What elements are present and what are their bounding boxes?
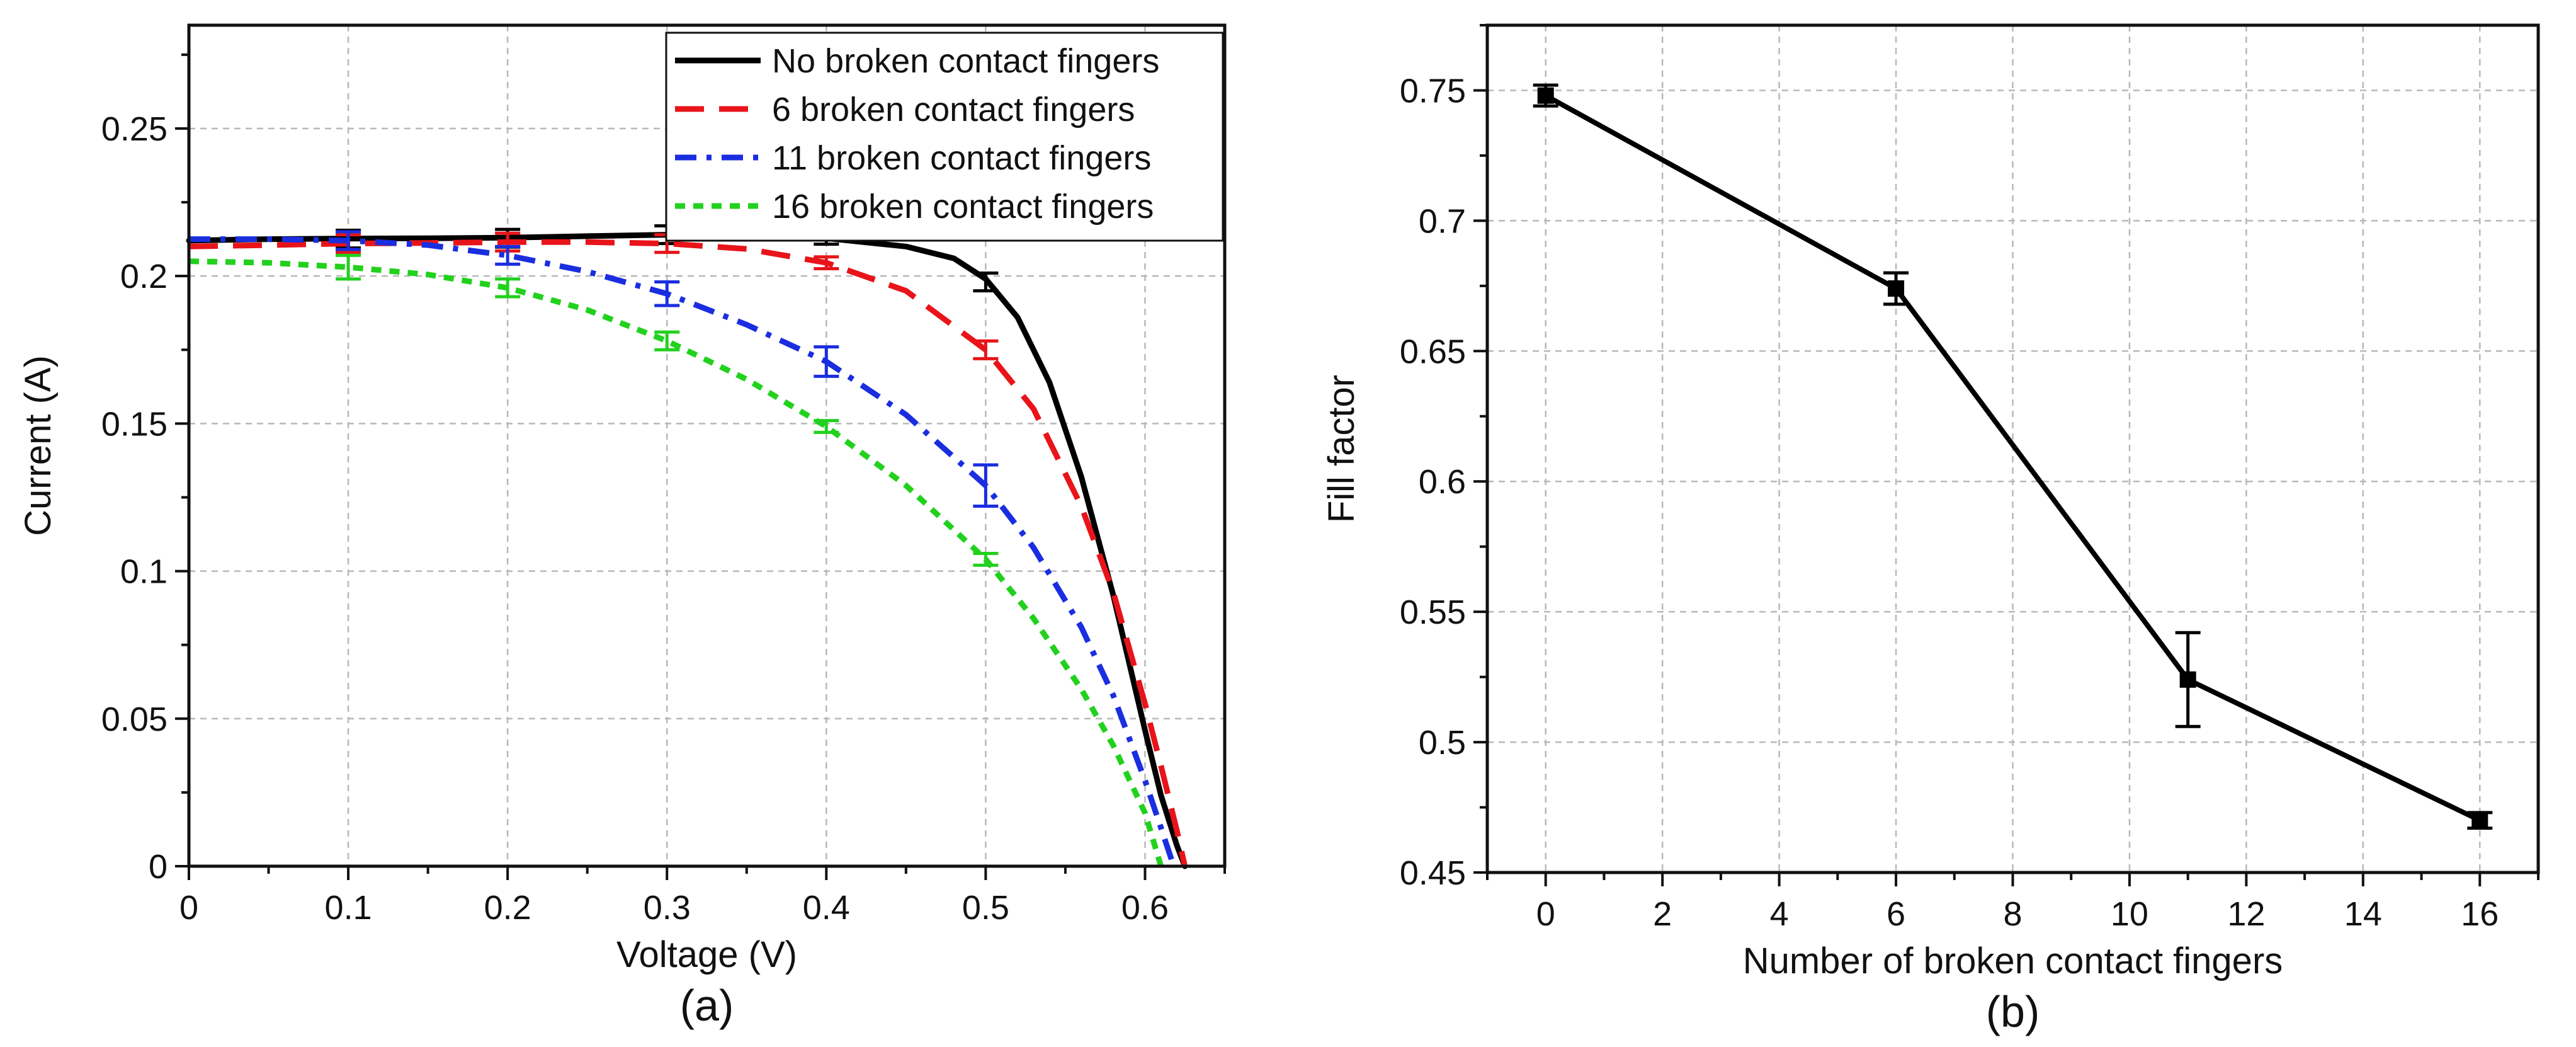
plot-frame xyxy=(1485,23,2540,874)
y-tick-label: 0.7 xyxy=(1419,202,1466,240)
x-tick-label: 12 xyxy=(2227,895,2265,933)
y-tick-label: 0.1 xyxy=(120,553,167,591)
x-tick-label: 10 xyxy=(2111,895,2148,933)
x-tick-label: 0.1 xyxy=(325,889,372,927)
data-point-marker xyxy=(1537,87,1554,104)
x-tick-label: 8 xyxy=(2003,895,2022,933)
data-point-marker xyxy=(1888,280,1905,297)
y-axis-title: Fill factor xyxy=(1321,375,1362,523)
legend-label: No broken contact fingers xyxy=(772,42,1159,80)
plot-frame xyxy=(187,23,1227,868)
y-tick-label: 0.45 xyxy=(1400,854,1466,892)
legend: No broken contact fingers 6 broken contac… xyxy=(665,31,1224,242)
x-tick-label: 2 xyxy=(1653,895,1672,933)
legend-label: 16 broken contact fingers xyxy=(772,188,1154,226)
y-tick-label: 0.15 xyxy=(101,405,167,443)
x-tick-label: 0.6 xyxy=(1121,889,1169,927)
panel-label: (b) xyxy=(1986,987,2040,1036)
panel-label: (a) xyxy=(680,981,734,1030)
series-0 xyxy=(1533,83,2493,830)
x-tick-label: 6 xyxy=(1887,895,1905,933)
x-tick-label: 0.3 xyxy=(644,889,691,927)
y-tick-label: 0.6 xyxy=(1419,463,1466,501)
y-tick-label: 0.2 xyxy=(120,258,167,295)
series-line xyxy=(1543,93,2483,823)
y-tick-label: 0.05 xyxy=(101,701,167,738)
y-tick-label: 0.75 xyxy=(1400,72,1466,110)
x-tick-label: 0.2 xyxy=(484,889,531,927)
legend-label: 11 broken contact fingers xyxy=(772,139,1151,177)
axis-ticks xyxy=(1473,24,2539,886)
series-line xyxy=(188,239,1188,867)
legend-box xyxy=(665,31,1224,242)
y-tick-label: 0.25 xyxy=(101,110,167,148)
x-tick-label: 0.4 xyxy=(803,889,850,927)
x-tick-label: 0 xyxy=(179,889,198,927)
legend-label: 6 broken contact fingers xyxy=(772,91,1135,129)
series-line xyxy=(186,232,1188,869)
x-tick-label: 0.5 xyxy=(962,889,1009,927)
series-2 xyxy=(189,230,1177,867)
x-tick-label: 16 xyxy=(2461,895,2499,933)
data-point-marker xyxy=(2471,812,2488,829)
y-tick-label: 0 xyxy=(149,848,167,886)
data-point-marker xyxy=(2179,671,2196,688)
series-line xyxy=(188,258,1164,867)
y-axis-title: Current (A) xyxy=(18,355,59,536)
x-tick-label: 0 xyxy=(1536,895,1555,933)
x-tick-label: 4 xyxy=(1770,895,1789,933)
y-tick-label: 0.55 xyxy=(1400,593,1466,631)
series-3 xyxy=(188,253,1164,867)
x-axis-title: Voltage (V) xyxy=(616,934,797,975)
panel-a-chart: 0 0.1 0.2 0.3 0.4 0.5 0.6 0 0.05 0.1 0.15 0.2 0.25 Vo… xyxy=(18,23,1227,1030)
panel-b-chart: 0 2 4 6 8 10 12 14 16 0.45 0.5 0.55 0.6 0.65 0.7 0.75 Nu… xyxy=(1321,23,2540,1036)
x-tick-label: 14 xyxy=(2344,895,2382,933)
y-tick-label: 0.5 xyxy=(1419,724,1466,762)
x-axis-title: Number of broken contact fingers xyxy=(1743,941,2283,981)
y-tick-label: 0.65 xyxy=(1400,333,1466,370)
